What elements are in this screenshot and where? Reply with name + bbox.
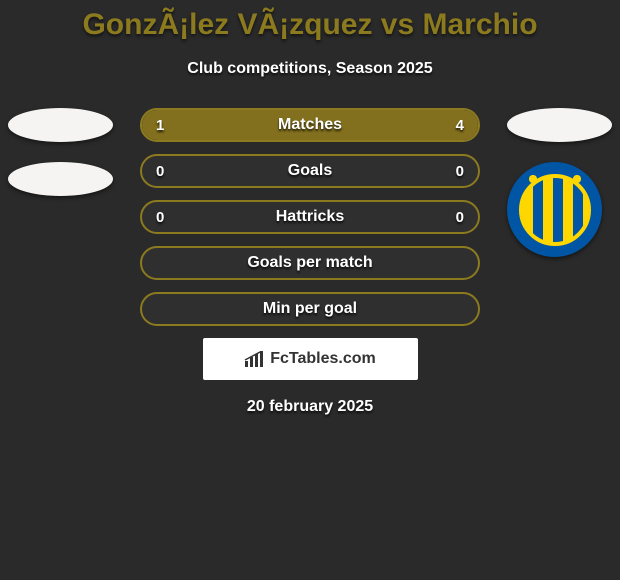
club-badge-icon xyxy=(507,162,602,257)
bar-chart-icon xyxy=(244,351,264,367)
comparison-card: GonzÃ¡lez VÃ¡zquez vs Marchio Club compe… xyxy=(0,0,620,416)
stat-row: Min per goal xyxy=(140,292,480,326)
card-subtitle: Club competitions, Season 2025 xyxy=(0,60,620,78)
stat-label: Hattricks xyxy=(142,202,478,232)
player-silhouette-icon xyxy=(507,108,612,142)
stat-row: 00Hattricks xyxy=(140,200,480,234)
player-left-column xyxy=(8,108,113,216)
player-right-column xyxy=(507,108,612,257)
logo-text: FcTables.com xyxy=(270,350,376,368)
stat-row: Goals per match xyxy=(140,246,480,280)
stat-row: 00Goals xyxy=(140,154,480,188)
stat-row: 14Matches xyxy=(140,108,480,142)
player-silhouette-icon xyxy=(8,162,113,196)
fctables-logo: FcTables.com xyxy=(203,338,418,380)
player-silhouette-icon xyxy=(8,108,113,142)
card-date: 20 february 2025 xyxy=(0,398,620,416)
card-title: GonzÃ¡lez VÃ¡zquez vs Marchio xyxy=(0,8,620,42)
stat-label: Goals per match xyxy=(142,248,478,278)
stat-label: Min per goal xyxy=(142,294,478,324)
stats-area: 14Matches 00Goals 00Hattricks Goals per mat… xyxy=(0,108,620,416)
stat-label: Goals xyxy=(142,156,478,186)
stat-label: Matches xyxy=(142,110,478,140)
